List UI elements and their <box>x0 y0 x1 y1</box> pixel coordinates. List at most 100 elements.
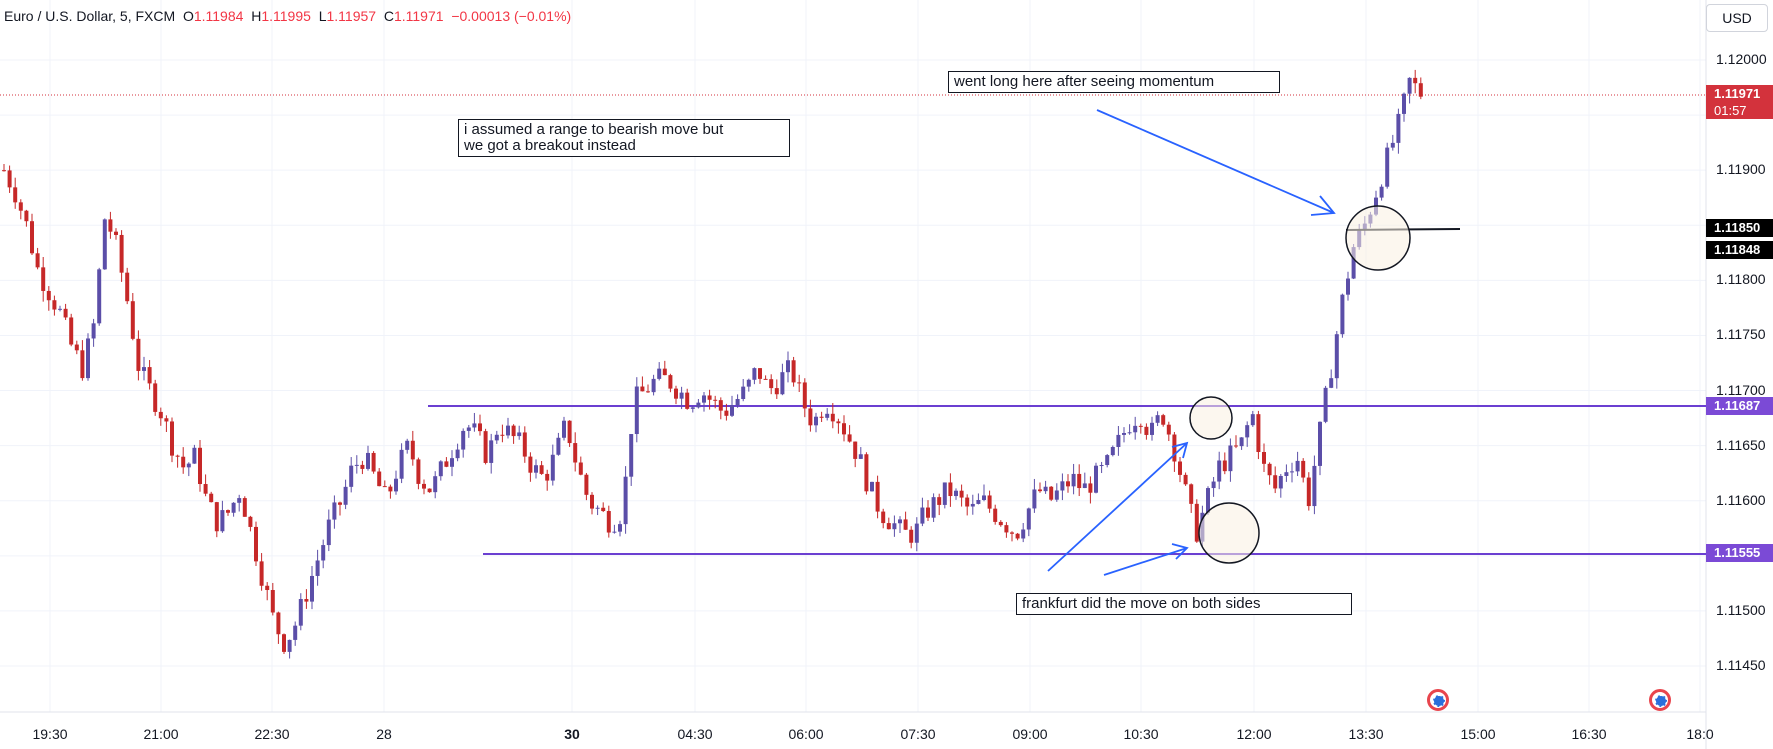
candle <box>556 432 561 456</box>
candle <box>198 439 202 492</box>
candle <box>1250 410 1255 427</box>
tradingview-logo-icon-right[interactable] <box>1649 689 1671 711</box>
candle <box>371 451 376 474</box>
candle <box>830 403 835 429</box>
highlight-circle-entry[interactable] <box>1345 205 1411 271</box>
candle <box>1004 522 1009 538</box>
candle <box>640 376 645 392</box>
candle <box>1043 480 1048 494</box>
x-tick-label: 16:30 <box>1571 726 1607 742</box>
candle <box>634 377 639 443</box>
candle <box>1306 472 1311 511</box>
candle <box>1094 462 1098 494</box>
candle <box>461 428 466 458</box>
candle <box>1026 507 1031 537</box>
candle <box>1166 421 1171 442</box>
tradingview-logo-icon[interactable] <box>1427 689 1449 711</box>
candle <box>668 373 673 393</box>
candle <box>1105 454 1110 468</box>
candle <box>276 611 281 644</box>
candle <box>1418 77 1423 100</box>
candle <box>948 473 953 507</box>
candle <box>242 496 247 517</box>
candle <box>97 267 102 326</box>
candle <box>724 403 729 421</box>
currency-button[interactable]: USD <box>1706 4 1768 32</box>
candle <box>175 454 180 468</box>
candle <box>623 466 628 534</box>
candle <box>769 374 774 395</box>
close-value: 1.11971 <box>393 8 444 24</box>
candle <box>360 460 365 475</box>
candle <box>909 526 914 549</box>
candle <box>522 426 527 463</box>
open-label: O <box>182 8 194 24</box>
candle <box>41 257 46 302</box>
candle <box>237 494 242 512</box>
candle <box>774 379 779 399</box>
candle <box>466 424 471 438</box>
candle <box>1144 423 1149 440</box>
range-note[interactable]: i assumed a range to bearish move but we… <box>458 119 790 157</box>
long-note[interactable]: went long here after seeing momentum <box>948 71 1280 93</box>
frankfurt-note[interactable]: frankfurt did the move on both sides <box>1016 593 1352 615</box>
candle <box>1032 478 1037 513</box>
candle <box>1161 413 1166 427</box>
candle <box>1155 411 1160 427</box>
candle <box>1088 476 1093 504</box>
candle <box>752 367 757 385</box>
arrow-to-entry[interactable] <box>1096 109 1336 216</box>
close-label: C <box>383 8 394 24</box>
candle <box>545 469 550 491</box>
candle <box>483 428 488 465</box>
candle <box>1222 452 1227 475</box>
arrow-to-bottom-circle[interactable] <box>1103 543 1189 576</box>
candle <box>1245 421 1250 447</box>
candle <box>646 384 650 393</box>
candle <box>405 438 410 454</box>
candle <box>282 633 286 654</box>
candle <box>735 394 740 408</box>
candle <box>226 509 230 516</box>
candle <box>69 313 74 347</box>
x-tick-label: 13:30 <box>1348 726 1384 742</box>
candle <box>422 479 426 495</box>
candle <box>500 424 505 443</box>
high-label: H <box>251 8 262 24</box>
level-b-tag: 1.11848 <box>1706 241 1773 259</box>
candle <box>1082 472 1087 489</box>
candle <box>802 378 807 418</box>
candle <box>1396 108 1401 154</box>
arrow-to-top-circle[interactable] <box>1047 441 1189 572</box>
candle <box>108 211 113 239</box>
candle <box>1122 427 1126 443</box>
candle <box>1054 483 1059 502</box>
candle <box>746 378 751 392</box>
x-tick-label: 10:30 <box>1123 726 1159 742</box>
candle <box>1021 522 1026 543</box>
candle <box>970 494 975 515</box>
candle <box>1390 134 1395 151</box>
candle <box>13 177 18 209</box>
highlight-circle-bottom[interactable] <box>1198 502 1260 564</box>
candle <box>343 479 348 510</box>
candle <box>1189 483 1194 513</box>
candle <box>702 392 706 412</box>
candle <box>1099 461 1104 474</box>
candle <box>539 460 544 475</box>
candle <box>433 471 438 499</box>
candle <box>1228 438 1233 482</box>
candle <box>707 389 712 410</box>
candle <box>1262 443 1266 472</box>
candle <box>679 386 684 410</box>
candle <box>293 621 298 646</box>
candle <box>388 484 393 499</box>
chart-grid <box>0 0 1706 712</box>
candle <box>214 501 219 538</box>
highlight-circle-top[interactable] <box>1189 396 1233 440</box>
candle <box>578 456 583 476</box>
candle <box>573 432 578 472</box>
candle <box>80 340 85 381</box>
candle <box>158 407 163 426</box>
